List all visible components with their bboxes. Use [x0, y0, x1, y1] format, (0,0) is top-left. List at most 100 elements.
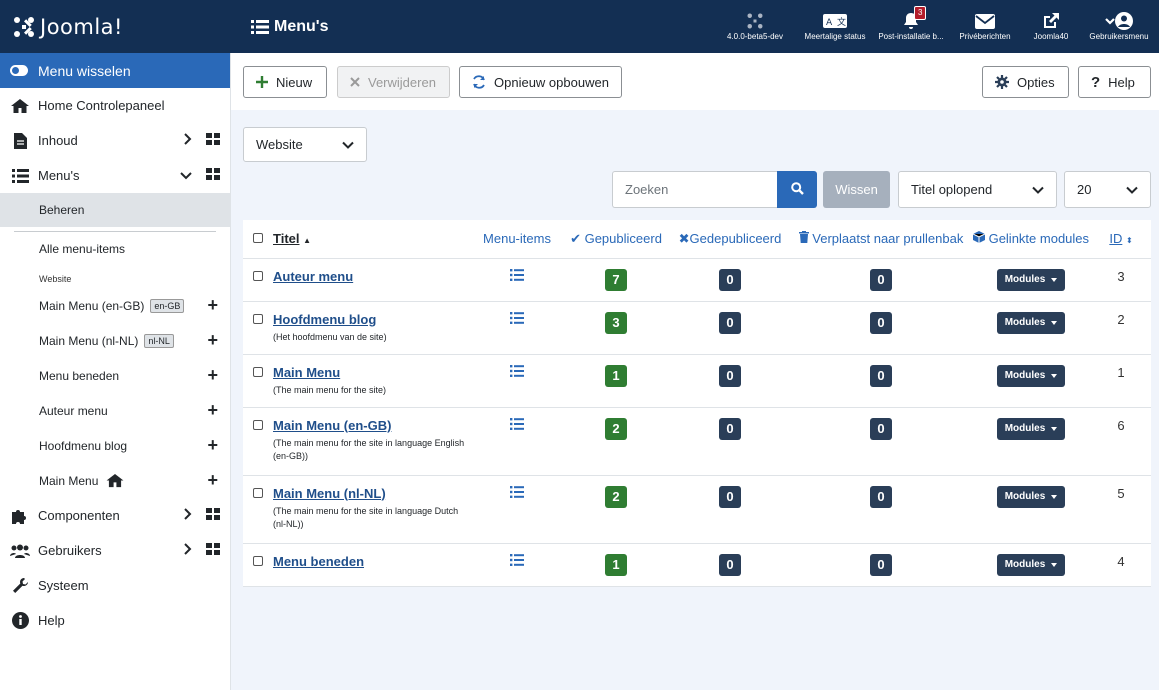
sidebar-item-help[interactable]: Help: [0, 603, 230, 638]
unpublished-count[interactable]: 0: [719, 311, 741, 334]
modules-dropdown-button[interactable]: Modules: [996, 553, 1066, 576]
unpublished-count[interactable]: 0: [719, 485, 741, 508]
sidebar-item-content[interactable]: Inhoud: [0, 123, 230, 158]
row-checkbox[interactable]: [253, 419, 263, 430]
row-checkbox[interactable]: [253, 270, 263, 281]
row-checkbox[interactable]: [253, 366, 263, 377]
sidebar-item-menus[interactable]: Menu's: [0, 158, 230, 193]
list-icon[interactable]: [510, 485, 524, 501]
unpublished-count[interactable]: 0: [719, 268, 741, 291]
client-select[interactable]: Website: [243, 127, 367, 162]
row-checkbox[interactable]: [253, 313, 263, 324]
title-cell: Main Menu (nl-NL) (The main menu for the…: [273, 475, 471, 544]
sidebar-item-users[interactable]: Gebruikers: [0, 533, 230, 568]
dashboard-grid-icon[interactable]: [206, 508, 220, 523]
delete-button[interactable]: Verwijderen: [337, 66, 450, 98]
title-cell: Menu beneden: [273, 543, 471, 587]
trashed-count[interactable]: 0: [870, 417, 892, 440]
trashed-count[interactable]: 0: [870, 268, 892, 291]
add-icon[interactable]: +: [207, 295, 218, 315]
add-icon[interactable]: +: [207, 435, 218, 455]
title-header[interactable]: Titel ▲: [273, 220, 471, 259]
trashed-count[interactable]: 0: [870, 485, 892, 508]
sidebar-item-hoofdmenu-blog[interactable]: Hoofdmenu blog +: [0, 428, 230, 463]
help-button[interactable]: ? Help: [1078, 66, 1151, 98]
chevron-right-icon[interactable]: [184, 133, 192, 148]
home-icon: [10, 98, 30, 114]
sidebar-item-menu-beneden[interactable]: Menu beneden +: [0, 358, 230, 393]
sidebar-item-main-menu[interactable]: Main Menu +: [0, 463, 230, 498]
published-count[interactable]: 3: [605, 311, 627, 334]
unpublished-count[interactable]: 0: [719, 553, 741, 576]
sidebar-item-label: Home Controlepaneel: [38, 98, 165, 113]
trash-icon: [798, 231, 809, 246]
menu-title-link[interactable]: Auteur menu: [273, 268, 354, 284]
dashboard-grid-icon[interactable]: [206, 133, 220, 148]
menu-title-link[interactable]: Main Menu (nl-NL): [273, 485, 386, 501]
title-sort-link[interactable]: Titel: [273, 231, 300, 247]
site-link-item[interactable]: Joomla40: [1016, 10, 1086, 42]
chevron-right-icon[interactable]: [184, 543, 192, 558]
modules-dropdown-button[interactable]: Modules: [996, 268, 1066, 291]
trashed-count[interactable]: 0: [870, 311, 892, 334]
version-item[interactable]: 4.0.0-beta5-dev: [720, 10, 790, 42]
new-button[interactable]: Nieuw: [243, 66, 327, 98]
menu-title-link[interactable]: Main Menu: [273, 364, 341, 380]
published-count[interactable]: 2: [605, 485, 627, 508]
modules-dropdown-button[interactable]: Modules: [996, 364, 1066, 387]
sort-select[interactable]: Titel oplopend: [898, 171, 1057, 208]
options-button[interactable]: Opties: [982, 66, 1069, 98]
unpublished-count[interactable]: 0: [719, 417, 741, 440]
modules-dropdown-button[interactable]: Modules: [996, 311, 1066, 334]
chevron-right-icon[interactable]: [184, 508, 192, 523]
published-count[interactable]: 1: [605, 364, 627, 387]
modules-dropdown-button[interactable]: Modules: [996, 485, 1066, 508]
published-count[interactable]: 1: [605, 553, 627, 576]
add-icon[interactable]: +: [207, 400, 218, 420]
trashed-count[interactable]: 0: [870, 553, 892, 576]
add-icon[interactable]: +: [207, 365, 218, 385]
post-install-item[interactable]: 3 Post-installatie b...: [876, 6, 946, 42]
menu-title-link[interactable]: Menu beneden: [273, 553, 365, 569]
published-count[interactable]: 2: [605, 417, 627, 440]
sidebar-item-all-menu-items[interactable]: Alle menu-items: [0, 232, 230, 266]
menu-toggle[interactable]: Menu wisselen: [0, 53, 230, 88]
published-count[interactable]: 7: [605, 268, 627, 291]
sidebar-item-auteur-menu[interactable]: Auteur menu +: [0, 393, 230, 428]
row-checkbox[interactable]: [253, 555, 263, 566]
sidebar-item-system[interactable]: Systeem: [0, 568, 230, 603]
list-icon[interactable]: [510, 268, 524, 284]
private-messages-item[interactable]: Privéberichten: [950, 10, 1020, 42]
modules-dropdown-button[interactable]: Modules: [996, 417, 1066, 440]
sidebar-item-main-menu-nl-nl[interactable]: Main Menu (nl-NL) nl-NL +: [0, 323, 230, 358]
list-icon[interactable]: [510, 553, 524, 569]
chevron-down-icon[interactable]: [180, 168, 192, 183]
dashboard-grid-icon[interactable]: [206, 168, 220, 183]
id-sort-link[interactable]: ID: [1109, 231, 1123, 247]
list-icon[interactable]: [510, 364, 524, 380]
menu-title-link[interactable]: Hoofdmenu blog: [273, 311, 377, 327]
limit-select[interactable]: 20: [1064, 171, 1151, 208]
row-checkbox[interactable]: [253, 487, 263, 498]
rebuild-button[interactable]: Opnieuw opbouwen: [459, 66, 622, 98]
select-all-checkbox[interactable]: [253, 233, 263, 244]
add-icon[interactable]: +: [207, 470, 218, 490]
dashboard-grid-icon[interactable]: [206, 543, 220, 558]
search-input[interactable]: [612, 171, 777, 208]
clear-button[interactable]: Wissen: [823, 171, 890, 208]
id-header[interactable]: ID ⬍: [1091, 220, 1151, 259]
search-button[interactable]: [777, 171, 817, 208]
add-icon[interactable]: +: [207, 330, 218, 350]
user-menu-item[interactable]: Gebruikersmenu: [1084, 10, 1154, 42]
sidebar-item-main-menu-en-gb[interactable]: Main Menu (en-GB) en-GB +: [0, 288, 230, 323]
trashed-count[interactable]: 0: [870, 364, 892, 387]
menu-title-link[interactable]: Main Menu (en-GB): [273, 417, 392, 433]
list-icon[interactable]: [510, 311, 524, 327]
brand-logo[interactable]: Joomla!: [0, 0, 231, 53]
sidebar-item-components[interactable]: Componenten: [0, 498, 230, 533]
sidebar-item-manage[interactable]: Beheren: [0, 193, 230, 227]
list-icon[interactable]: [510, 417, 524, 433]
sidebar-item-home[interactable]: Home Controlepaneel: [0, 88, 230, 123]
unpublished-count[interactable]: 0: [719, 364, 741, 387]
